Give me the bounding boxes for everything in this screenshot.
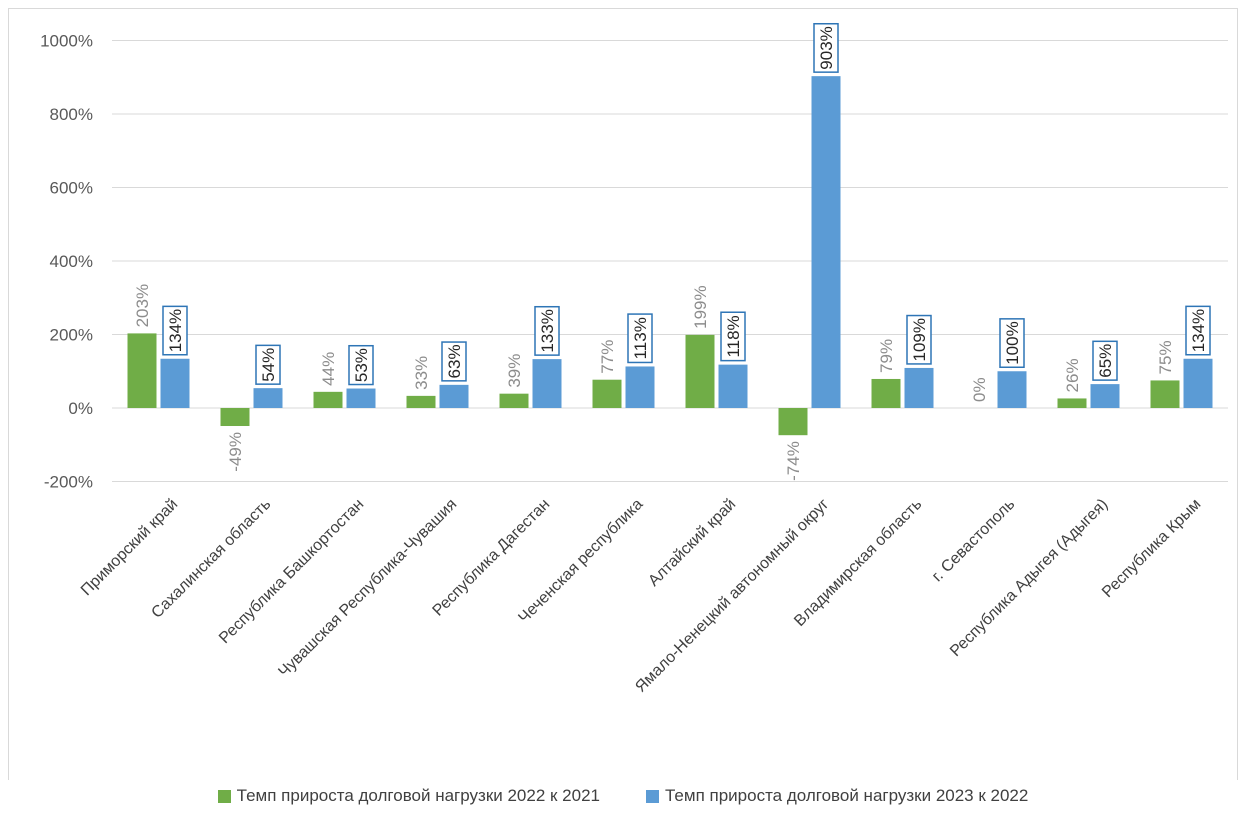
data-label-box-series-2 [999,318,1025,369]
y-tick-label: 600% [50,179,93,198]
x-tick-label: Республика Крым [1099,496,1204,601]
chart-svg: 1000% 800% 600% 400% 200% 0% -200% 203% 134% Прим… [8,8,1238,822]
data-label-series-2: 100% [1003,321,1022,364]
data-label-series-2: 63% [445,344,464,378]
data-label-box-series-2 [813,22,839,73]
x-tick-label: Республика Адыгея (Адыгея) [947,496,1111,660]
bar-series-1 [1057,398,1087,408]
chart-frame [8,8,1238,822]
x-tick-label: Ямало-Ненецкий автономный округ [632,496,832,696]
data-label-series-2: 133% [538,309,557,352]
bar-series-2 [904,367,934,408]
legend-swatch-series-1 [217,789,231,803]
bar-series-2 [997,371,1027,408]
data-label-series-1: -49% [226,432,245,472]
data-label-series-1: 75% [1156,340,1175,374]
data-label-box-series-2 [534,305,560,356]
x-tick-label: г. Севастополь [929,496,1018,585]
x-tick-label: Алтайский край [645,496,739,590]
bar-series-2 [253,388,283,408]
data-label-series-1: 79% [877,339,896,373]
data-label-series-1: -74% [784,441,803,481]
data-label-series-1: 33% [412,356,431,390]
bar-series-1 [592,379,622,408]
data-label-box-series-2 [627,313,653,364]
bar-series-2 [718,364,748,408]
bar-series-1 [499,393,529,408]
bar-series-1 [778,408,808,436]
data-label-series-1: 0% [970,377,989,402]
bar-series-1 [871,378,901,408]
bar-series-2 [811,76,841,409]
data-label-box-series-2 [1185,305,1211,356]
data-label-box-series-2 [441,341,467,382]
y-tick-label: -200% [44,473,93,492]
bar-series-1 [127,333,157,408]
y-tick-label: 1000% [40,32,93,51]
bar-series-2 [160,358,190,408]
bar-series-1 [685,334,715,408]
x-tick-label: Приморский край [78,496,181,599]
legend-item-series-1: Темп прироста долговой нагрузки 2022 к 2… [217,786,600,806]
data-label-box-series-2 [162,305,188,356]
bar-series-2 [1090,384,1120,408]
bar-series-1 [220,408,250,427]
data-label-box-series-2 [720,311,746,362]
bar-series-2 [346,388,376,408]
data-label-series-1: 199% [691,285,710,328]
data-label-series-2: 54% [259,348,278,382]
data-label-series-1: 39% [505,354,524,388]
data-label-box-series-2 [1092,340,1118,381]
bar-series-2 [1183,358,1213,408]
data-label-series-2: 65% [1096,344,1115,378]
bar-series-1 [313,391,343,408]
data-label-series-2: 113% [631,317,650,359]
legend: Темп прироста долговой нагрузки 2022 к 2… [0,786,1246,806]
data-label-series-1: 203% [133,284,152,327]
data-label-series-1: 44% [319,352,338,386]
data-label-box-series-2 [348,344,374,386]
y-tick-label: 400% [50,252,93,271]
legend-label-series-1: Темп прироста долговой нагрузки 2022 к 2… [236,786,600,805]
bar-series-2 [532,359,562,408]
data-label-series-2: 134% [166,309,185,352]
bar-series-1 [1150,380,1180,408]
legend-swatch-series-2 [646,789,659,803]
data-label-series-2: 134% [1189,309,1208,352]
x-tick-label: Чувашская Республика-Чувашия [275,496,460,681]
data-label-series-1: 77% [598,340,617,374]
bar-series-1 [406,395,436,408]
bar-series-2 [625,366,655,408]
y-tick-label: 200% [50,326,93,345]
data-label-box-series-2 [906,314,932,365]
data-label-series-2: 109% [910,318,929,361]
legend-item-series-2: Темп прироста долговой нагрузки 2023 к 2… [646,786,1028,806]
data-label-series-2: 118% [724,315,743,357]
y-tick-label: 800% [50,105,93,124]
data-label-box-series-2 [255,344,281,385]
data-label-series-2: 53% [352,348,371,382]
legend-label-series-2: Темп прироста долговой нагрузки 2023 к 2… [665,786,1029,805]
data-label-series-2: 903% [817,26,836,69]
data-label-series-1: 26% [1063,358,1082,392]
y-tick-label: 0% [68,399,93,418]
bar-series-2 [439,384,469,408]
